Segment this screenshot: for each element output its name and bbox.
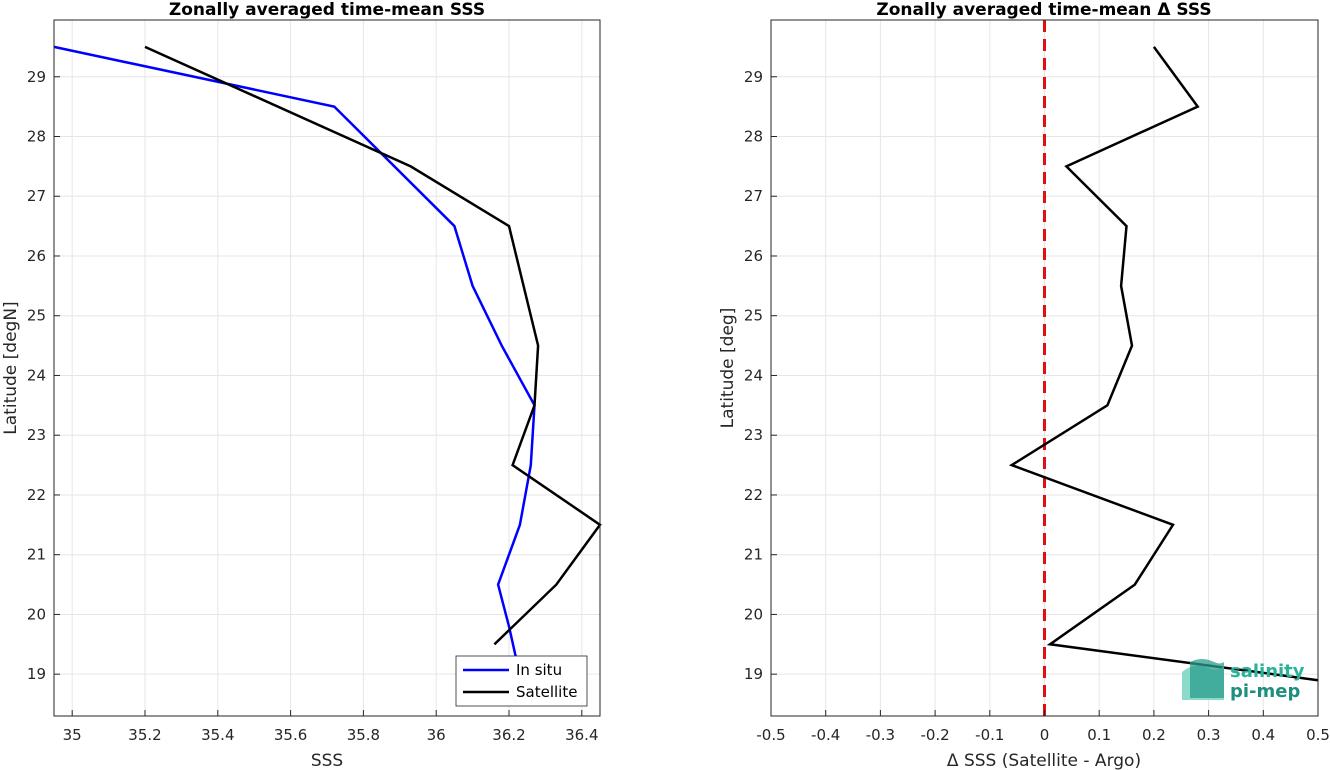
y-tick-label: 26 xyxy=(27,247,46,265)
x-tick-label: 36 xyxy=(427,726,446,744)
y-axis-label: Latitude [degN] xyxy=(1,301,21,434)
chart-title: Zonally averaged time-mean Δ SSS xyxy=(876,0,1211,20)
y-tick-label: 25 xyxy=(27,307,46,325)
y-tick-label: 28 xyxy=(27,127,46,145)
x-tick-label: 36.2 xyxy=(492,726,525,744)
x-tick-label: 0.1 xyxy=(1087,726,1111,744)
y-tick-label: 19 xyxy=(744,665,763,683)
x-tick-label: -0.1 xyxy=(975,726,1004,744)
y-tick-label: 22 xyxy=(27,486,46,504)
y-tick-label: 28 xyxy=(744,127,763,145)
logo-text-pimep: pi-mep xyxy=(1230,681,1300,702)
legend-box xyxy=(455,655,588,707)
y-tick-label: 27 xyxy=(744,187,763,205)
x-axis-label: Δ SSS (Satellite - Argo) xyxy=(947,751,1141,770)
x-tick-label: 35.8 xyxy=(347,726,380,744)
x-tick-label: 0.2 xyxy=(1142,726,1166,744)
wave-logo-icon-back xyxy=(1190,659,1224,698)
x-tick-label: -0.3 xyxy=(866,726,895,744)
x-tick-label: -0.2 xyxy=(920,726,949,744)
y-tick-label: 29 xyxy=(27,68,46,86)
y-tick-label: 22 xyxy=(744,486,763,504)
y-tick-label: 20 xyxy=(744,605,763,623)
salinity-pimep-logo: salinity pi-mep xyxy=(1182,659,1305,702)
series-line-delta-sss xyxy=(1008,46,1319,682)
x-tick-label: -0.4 xyxy=(811,726,840,744)
plot-frame xyxy=(53,19,601,717)
x-tick-label: 0.5 xyxy=(1306,726,1330,744)
y-tick-label: 24 xyxy=(744,366,763,384)
x-tick-label: 35.6 xyxy=(274,726,307,744)
x-axis-label: SSS xyxy=(311,751,343,770)
y-tick-label: 27 xyxy=(27,187,46,205)
legend: In situ Satellite xyxy=(455,655,588,707)
logo-text-salinity: salinity xyxy=(1230,661,1305,682)
y-tick-label: 23 xyxy=(744,426,763,444)
y-tick-label: 24 xyxy=(27,366,46,384)
legend-label-satellite: Satellite xyxy=(516,683,577,701)
delta-sss-profile-chart: Zonally averaged time-mean Δ SSS -0.5 -0.… xyxy=(718,0,1330,770)
y-tick-label: 23 xyxy=(27,426,46,444)
y-tick-label: 29 xyxy=(744,68,763,86)
x-tick-label: -0.5 xyxy=(756,726,785,744)
chart-title: Zonally averaged time-mean SSS xyxy=(169,0,485,20)
y-tick-label: 21 xyxy=(27,546,46,564)
x-tick-label: 35.2 xyxy=(128,726,161,744)
y-tick-label: 21 xyxy=(744,546,763,564)
y-tick-label: 19 xyxy=(27,665,46,683)
legend-label-in-situ: In situ xyxy=(516,661,562,679)
x-tick-label: 36.4 xyxy=(565,726,598,744)
x-tick-label: 0.3 xyxy=(1197,726,1221,744)
y-tick-label: 25 xyxy=(744,307,763,325)
y-tick-label: 20 xyxy=(27,605,46,623)
sss-profile-chart: Zonally averaged time-mean SSS 35 35.2 35.… xyxy=(1,0,602,770)
series-line-satellite xyxy=(144,45,602,646)
y-axis-label: Latitude [deg] xyxy=(718,308,738,429)
x-tick-label: 0.4 xyxy=(1251,726,1275,744)
y-tick-label: 26 xyxy=(744,247,763,265)
x-tick-label: 35.4 xyxy=(201,726,234,744)
x-tick-label: 0 xyxy=(1040,726,1050,744)
plot-area xyxy=(54,20,600,716)
x-tick-label: 35 xyxy=(63,726,82,744)
